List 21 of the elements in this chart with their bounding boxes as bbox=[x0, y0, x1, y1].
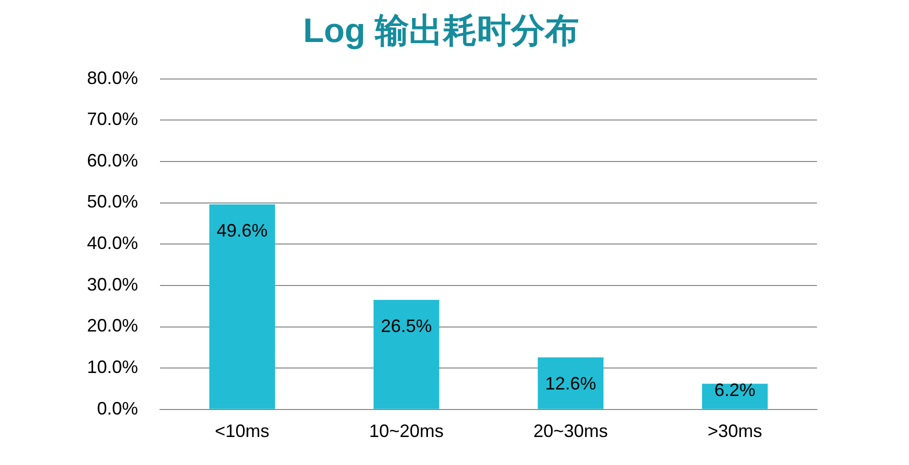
x-tick-label: <10ms bbox=[214, 421, 270, 442]
data-label: 6.2% bbox=[714, 380, 756, 400]
x-tick-label: 10~20ms bbox=[369, 421, 444, 442]
data-label: 49.6% bbox=[216, 220, 268, 240]
y-tick-label: 40.0% bbox=[86, 233, 138, 254]
y-tick-label: 10.0% bbox=[86, 357, 138, 378]
y-tick-label: 50.0% bbox=[86, 192, 138, 212]
y-tick-label: 30.0% bbox=[86, 274, 138, 294]
bar bbox=[374, 300, 440, 409]
x-tick-label: 20~30ms bbox=[533, 421, 608, 442]
y-tick-label: 0.0% bbox=[97, 398, 138, 418]
y-tick-label: 70.0% bbox=[86, 109, 138, 130]
bar bbox=[538, 357, 604, 409]
y-tick-label: 60.0% bbox=[86, 150, 138, 170]
chart-title: Log 输出耗时分布 bbox=[303, 12, 579, 50]
data-label: 26.5% bbox=[380, 316, 432, 336]
data-label: 12.6% bbox=[545, 373, 596, 394]
bar bbox=[209, 204, 276, 409]
y-tick-label: 20.0% bbox=[86, 316, 138, 336]
x-tick-label: >30ms bbox=[708, 421, 762, 442]
y-tick-label: 80.0% bbox=[86, 68, 138, 88]
